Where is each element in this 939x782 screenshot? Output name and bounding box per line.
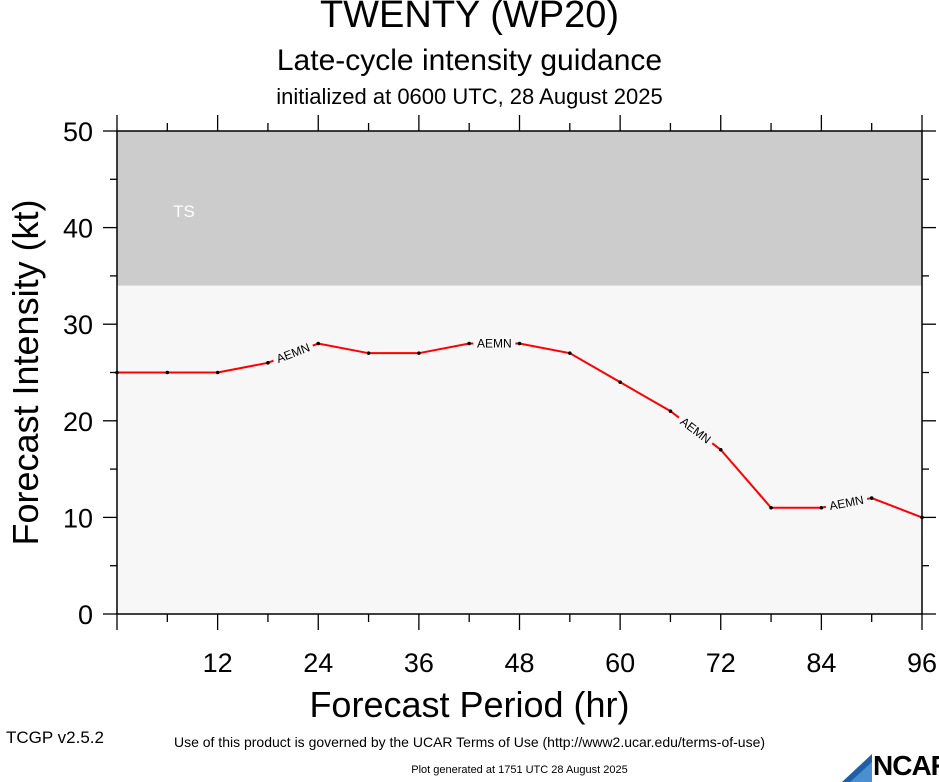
data-point bbox=[819, 505, 824, 510]
band-label: TS bbox=[173, 202, 195, 221]
y-tick-label: 50 bbox=[63, 117, 93, 147]
ncar-logo-icon bbox=[842, 754, 872, 782]
y-tick-label: 30 bbox=[63, 310, 93, 340]
data-point bbox=[215, 370, 220, 375]
x-tick-label: 12 bbox=[203, 648, 233, 678]
x-tick-label: 36 bbox=[404, 648, 434, 678]
data-point bbox=[165, 370, 170, 375]
y-tick-label: 0 bbox=[78, 600, 93, 630]
series-label-bg bbox=[473, 335, 516, 350]
data-point bbox=[366, 351, 371, 355]
chart-subtitle: Late-cycle intensity guidance bbox=[276, 44, 663, 77]
series-label-bg bbox=[675, 411, 718, 449]
x-tick-label: 72 bbox=[706, 648, 736, 678]
chart-title: TWENTY (WP20) bbox=[319, 0, 620, 36]
y-tick-label: 20 bbox=[63, 407, 93, 437]
data-point bbox=[266, 361, 270, 365]
x-tick-label: 24 bbox=[303, 648, 333, 678]
y-tick-label: 40 bbox=[63, 214, 93, 244]
x-axis-label: Forecast Period (hr) bbox=[309, 684, 630, 725]
series-label: AEMN bbox=[828, 493, 865, 513]
data-point bbox=[417, 351, 421, 355]
series-label-bg bbox=[824, 491, 869, 513]
x-tick-label: 96 bbox=[907, 648, 937, 678]
data-point bbox=[517, 341, 522, 346]
x-tick-label: 60 bbox=[605, 648, 635, 678]
version-label: TCGP v2.5.2 bbox=[6, 728, 104, 747]
data-point bbox=[668, 409, 673, 413]
data-point bbox=[568, 351, 572, 355]
terms-of-use-text: Use of this product is governed by the U… bbox=[173, 734, 766, 750]
x-tick-label: 48 bbox=[504, 648, 534, 678]
y-tick-label: 10 bbox=[63, 503, 93, 533]
data-point bbox=[869, 496, 874, 500]
series-label-bg bbox=[270, 338, 315, 367]
y-axis-label: Forecast Intensity (kt) bbox=[5, 199, 46, 545]
init-time: initialized at 0600 UTC, 28 August 2025 bbox=[276, 84, 663, 109]
data-point bbox=[115, 370, 119, 375]
band-ts bbox=[117, 131, 922, 286]
ncar-logo-text: NCAR bbox=[873, 750, 939, 781]
data-point bbox=[316, 341, 321, 346]
series-label: AEMN bbox=[477, 337, 512, 351]
x-tick-label: 84 bbox=[806, 648, 836, 678]
data-point bbox=[769, 505, 773, 510]
data-point bbox=[618, 380, 622, 384]
data-point bbox=[920, 515, 924, 520]
data-point bbox=[467, 341, 471, 346]
data-point bbox=[718, 447, 723, 452]
generated-time: Plot generated at 1751 UTC 28 August 202… bbox=[411, 764, 628, 776]
